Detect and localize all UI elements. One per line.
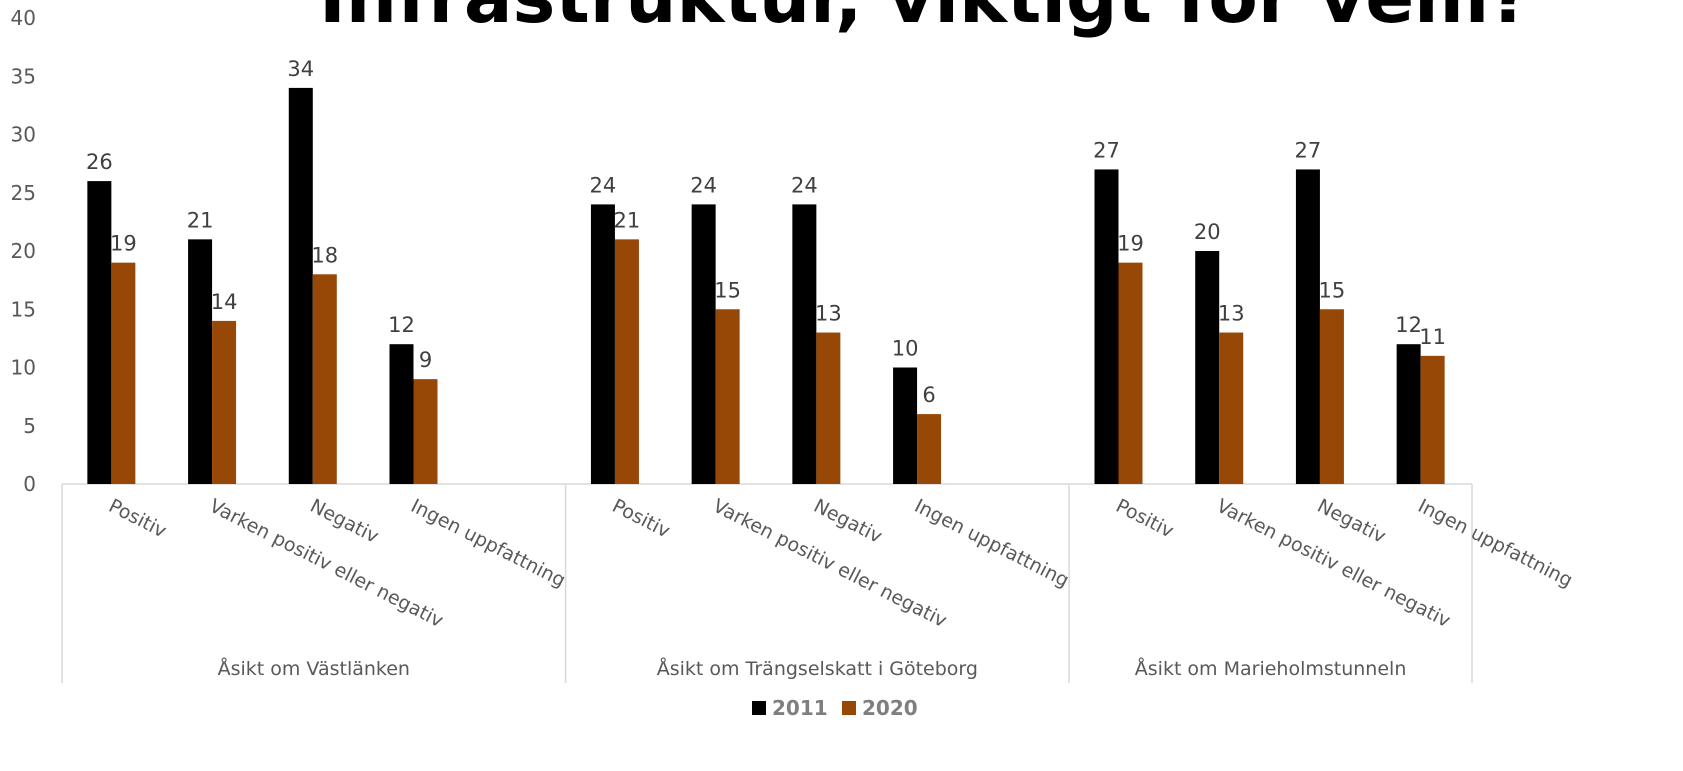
x-tick-label: Ingen uppfattning [407,495,569,592]
y-tick-label: 15 [11,297,36,321]
bar [1420,355,1445,484]
x-tick-label: Ingen uppfattning [1414,495,1576,592]
y-tick-label: 0 [23,472,36,496]
bar [188,239,213,484]
bar [1295,169,1320,484]
y-tick-label: 40 [11,6,36,30]
x-tick-label: Negativ [1314,495,1390,548]
bar [614,239,639,484]
group-label: Åsikt om Trängselskatt i Göteborg [657,657,978,680]
bar [312,274,337,484]
legend-label: 2011 [772,696,828,720]
legend-swatch [752,701,766,715]
group-label: Åsikt om Marieholmstunneln [1135,657,1407,680]
value-label: 12 [388,313,415,337]
value-label: 21 [187,208,214,232]
bar [917,414,942,484]
bar [1219,332,1244,484]
bar [715,309,740,484]
value-label: 13 [815,302,842,326]
bar [590,204,615,484]
bar [792,204,817,484]
y-tick-label: 20 [11,239,36,263]
value-label: 15 [1319,278,1346,302]
x-tick-label: Positiv [609,495,674,543]
value-label: 13 [1218,302,1245,326]
y-tick-label: 35 [11,64,36,88]
bar [1118,262,1143,484]
y-tick-label: 10 [11,356,36,380]
value-label: 14 [211,290,238,314]
value-label: 21 [614,208,641,232]
x-tick-label: Positiv [1112,495,1177,543]
bar [288,87,313,485]
value-label: 10 [892,337,919,361]
x-tick-label: Positiv [105,495,170,543]
value-label: 6 [922,383,935,407]
bar [87,181,112,484]
bar [1319,309,1344,484]
value-label: 9 [419,348,432,372]
value-label: 15 [714,278,741,302]
x-tick-label: Negativ [810,495,886,548]
legend-label: 2020 [862,696,918,720]
value-label: 20 [1194,220,1221,244]
value-label: 19 [110,232,137,256]
y-tick-label: 5 [23,414,36,438]
value-label: 26 [86,150,113,174]
bar [389,344,414,484]
bar [111,262,136,484]
bar [893,367,918,484]
bar [816,332,841,484]
x-tick-label: Negativ [307,495,383,548]
bar [691,204,716,484]
value-label: 11 [1419,325,1446,349]
legend-swatch [842,701,856,715]
bar [1396,344,1421,484]
chart-title: Infrastruktur, viktigt för vem? [319,0,1531,39]
value-label: 24 [791,173,818,197]
y-tick-label: 30 [11,123,36,147]
value-label: 19 [1117,232,1144,256]
bar [1195,251,1220,484]
bar [1094,169,1119,484]
value-label: 34 [287,57,314,81]
value-label: 18 [311,243,338,267]
value-label: 24 [690,173,717,197]
bar [413,379,438,484]
group-label: Åsikt om Västlänken [218,657,410,680]
bar [212,320,237,484]
x-tick-label: Ingen uppfattning [911,495,1073,592]
value-label: 27 [1093,138,1120,162]
value-label: 27 [1295,138,1322,162]
value-label: 24 [590,173,617,197]
y-tick-label: 25 [11,181,36,205]
value-label: 12 [1395,313,1422,337]
